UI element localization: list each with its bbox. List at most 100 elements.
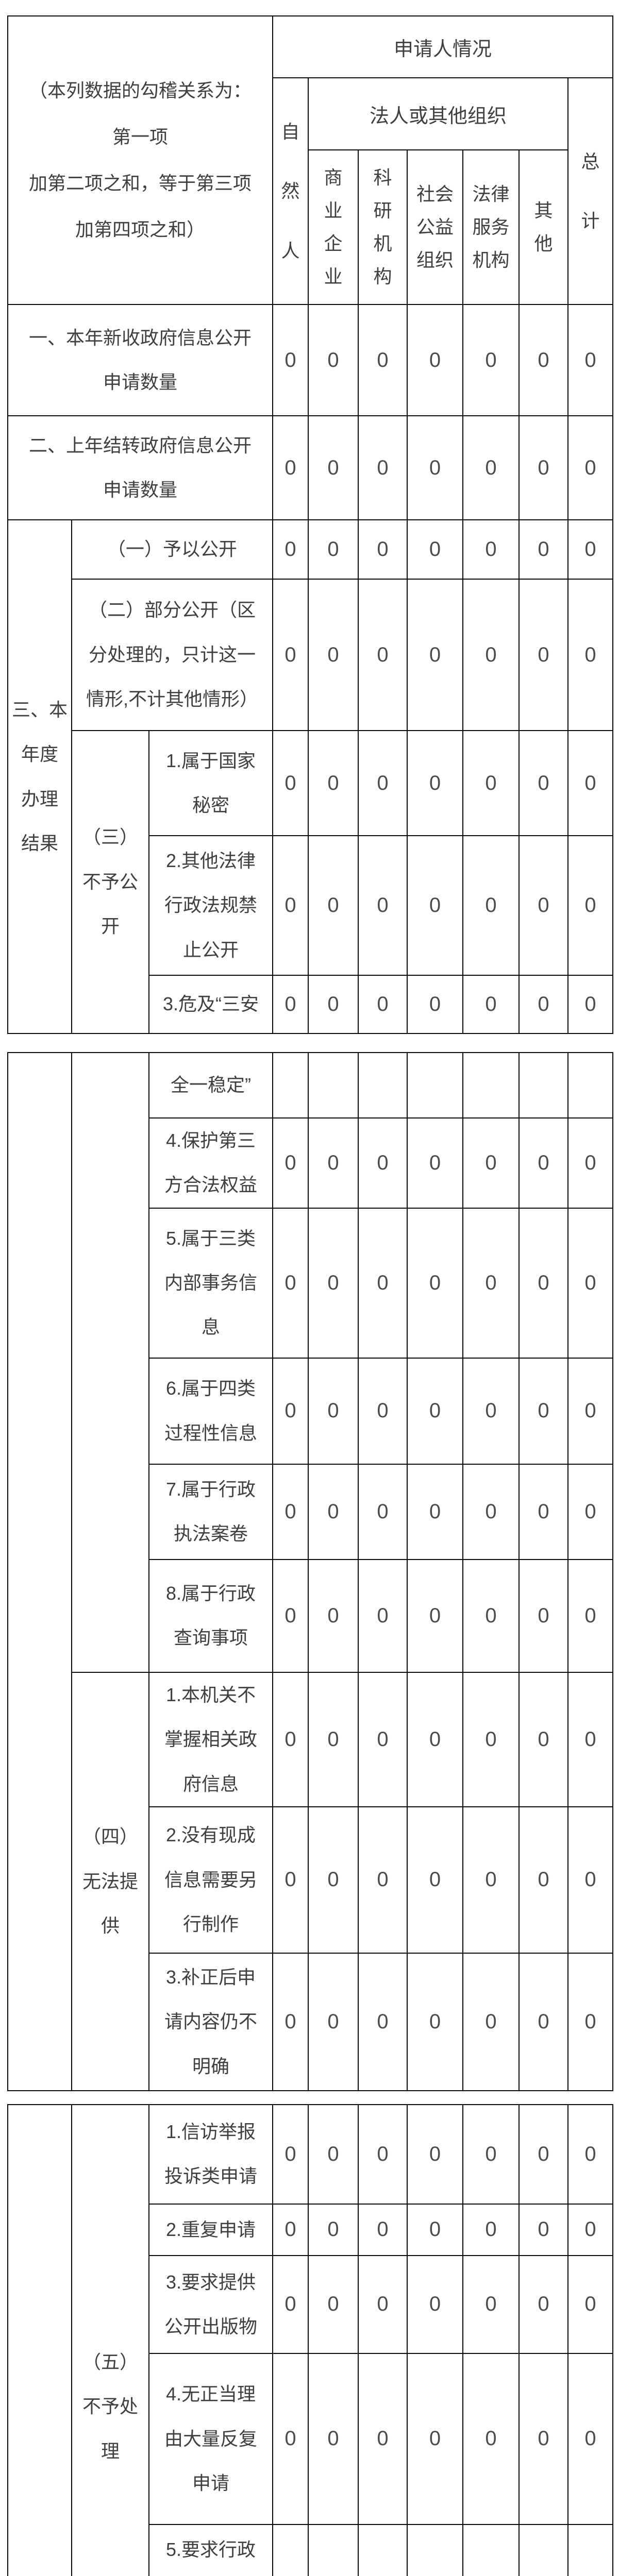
value-cell: 0 <box>567 1806 613 1954</box>
value-cell: 0 <box>358 1952 408 2091</box>
value-cell: 0 <box>567 1207 613 1359</box>
value-cell: 0 <box>272 1357 309 1465</box>
value-cell: 0 <box>567 519 614 580</box>
value-cell: 0 <box>358 1806 408 1954</box>
header-other: 其他 <box>518 149 568 305</box>
value-cell: 0 <box>462 1806 520 1954</box>
header-other-label: 其他 <box>534 199 553 254</box>
row-label-reconfirm-obtained-info: 5.要求行政 机关确认或 重新出具已 获取信息 <box>148 2523 273 2576</box>
row-label-granted-disclosure: （一）予以公开 <box>71 519 273 580</box>
row-label-repeated-application: 2.重复申请 <box>148 2203 273 2256</box>
value-cell: 0 <box>518 519 568 580</box>
value-cell: 0 <box>462 1357 520 1465</box>
value-cell: 0 <box>358 2352 408 2525</box>
value-cell: 0 <box>308 2352 359 2525</box>
value-cell: 0 <box>518 1463 568 1560</box>
table-row: 全一稳定” <box>7 1052 613 2091</box>
header-legal-service-org: 法律服务机构 <box>462 149 520 305</box>
value-cell: 0 <box>462 1207 520 1359</box>
value-cell: 0 <box>407 730 463 836</box>
row-label-public-publications: 3.要求提供 公开出版物 <box>148 2255 273 2354</box>
value-cell: 0 <box>407 415 463 520</box>
value-cell: 0 <box>358 2104 408 2205</box>
value-cell: 0 <box>358 2203 408 2256</box>
value-cell: 0 <box>518 2352 568 2525</box>
value-cell: 0 <box>567 2255 613 2354</box>
value-cell <box>462 1052 520 1118</box>
value-cell: 0 <box>358 730 408 836</box>
value-cell: 0 <box>358 519 408 580</box>
value-cell: 0 <box>407 2203 463 2256</box>
group-refused-continuation-cell <box>71 1052 149 1673</box>
value-cell: 0 <box>358 2523 408 2576</box>
value-cell <box>518 1052 568 1118</box>
value-cell: 0 <box>272 519 309 580</box>
value-cell: 0 <box>272 1671 309 1807</box>
value-cell: 0 <box>462 1558 520 1673</box>
value-cell: 0 <box>462 1671 520 1807</box>
value-cell: 0 <box>462 835 520 976</box>
header-natural-person-label: 自然人 <box>281 121 300 261</box>
value-cell: 0 <box>308 1117 359 1209</box>
header-total-label: 总计 <box>581 150 600 231</box>
value-cell: 0 <box>358 1207 408 1359</box>
value-cell: 0 <box>407 304 463 416</box>
row-label-carried-over-applications: 二、上年结转政府信息公开 申请数量 <box>7 415 273 520</box>
value-cell: 0 <box>567 1952 613 2091</box>
row-label-new-applications: 一、本年新收政府信息公开 申请数量 <box>7 304 273 416</box>
value-cell: 0 <box>308 2523 359 2576</box>
value-cell: 0 <box>272 1806 309 1954</box>
table-row: 商业企业 科研机构 社会公益组织 法律服务机构 其他 <box>8 149 613 305</box>
value-cell: 0 <box>272 2104 309 2205</box>
value-cell: 0 <box>407 579 463 731</box>
value-cell: 0 <box>567 1463 613 1560</box>
row-label-administrative-inquiry: 8.属于行政 查询事项 <box>148 1558 273 1673</box>
value-cell: 0 <box>518 1671 568 1807</box>
value-cell: 0 <box>308 1357 359 1465</box>
section3-continuation-cell <box>7 2104 72 2576</box>
value-cell: 0 <box>567 730 614 836</box>
value-cell: 0 <box>567 304 614 416</box>
value-cell: 0 <box>272 730 309 836</box>
value-cell: 0 <box>308 304 359 416</box>
value-cell: 0 <box>462 1117 520 1209</box>
value-cell: 0 <box>407 1357 463 1465</box>
value-cell: 0 <box>358 975 408 1034</box>
value-cell: 0 <box>272 415 309 520</box>
value-cell: 0 <box>308 1463 359 1560</box>
header-total: 总计 <box>567 77 614 305</box>
value-cell: 0 <box>462 415 520 520</box>
value-cell: 0 <box>358 415 408 520</box>
header-legal-service-org-label: 法律服务机构 <box>472 183 510 271</box>
value-cell: 0 <box>358 2255 408 2354</box>
value-cell: 0 <box>272 2255 309 2354</box>
value-cell: 0 <box>407 1463 463 1560</box>
value-cell: 0 <box>462 579 520 731</box>
value-cell: 0 <box>272 1463 309 1560</box>
value-cell: 0 <box>272 2352 309 2525</box>
value-cell: 0 <box>567 1357 613 1465</box>
value-cell: 0 <box>567 2523 613 2576</box>
value-cell: 0 <box>407 1671 463 1807</box>
value-cell: 0 <box>407 1558 463 1673</box>
value-cell: 0 <box>308 1207 359 1359</box>
value-cell: 0 <box>518 1952 568 2091</box>
group-label-refused-disclosure: （三） 不予公 开 <box>71 730 149 1034</box>
value-cell: 0 <box>308 730 359 836</box>
value-cell: 0 <box>308 1558 359 1673</box>
value-cell: 0 <box>567 1117 613 1209</box>
